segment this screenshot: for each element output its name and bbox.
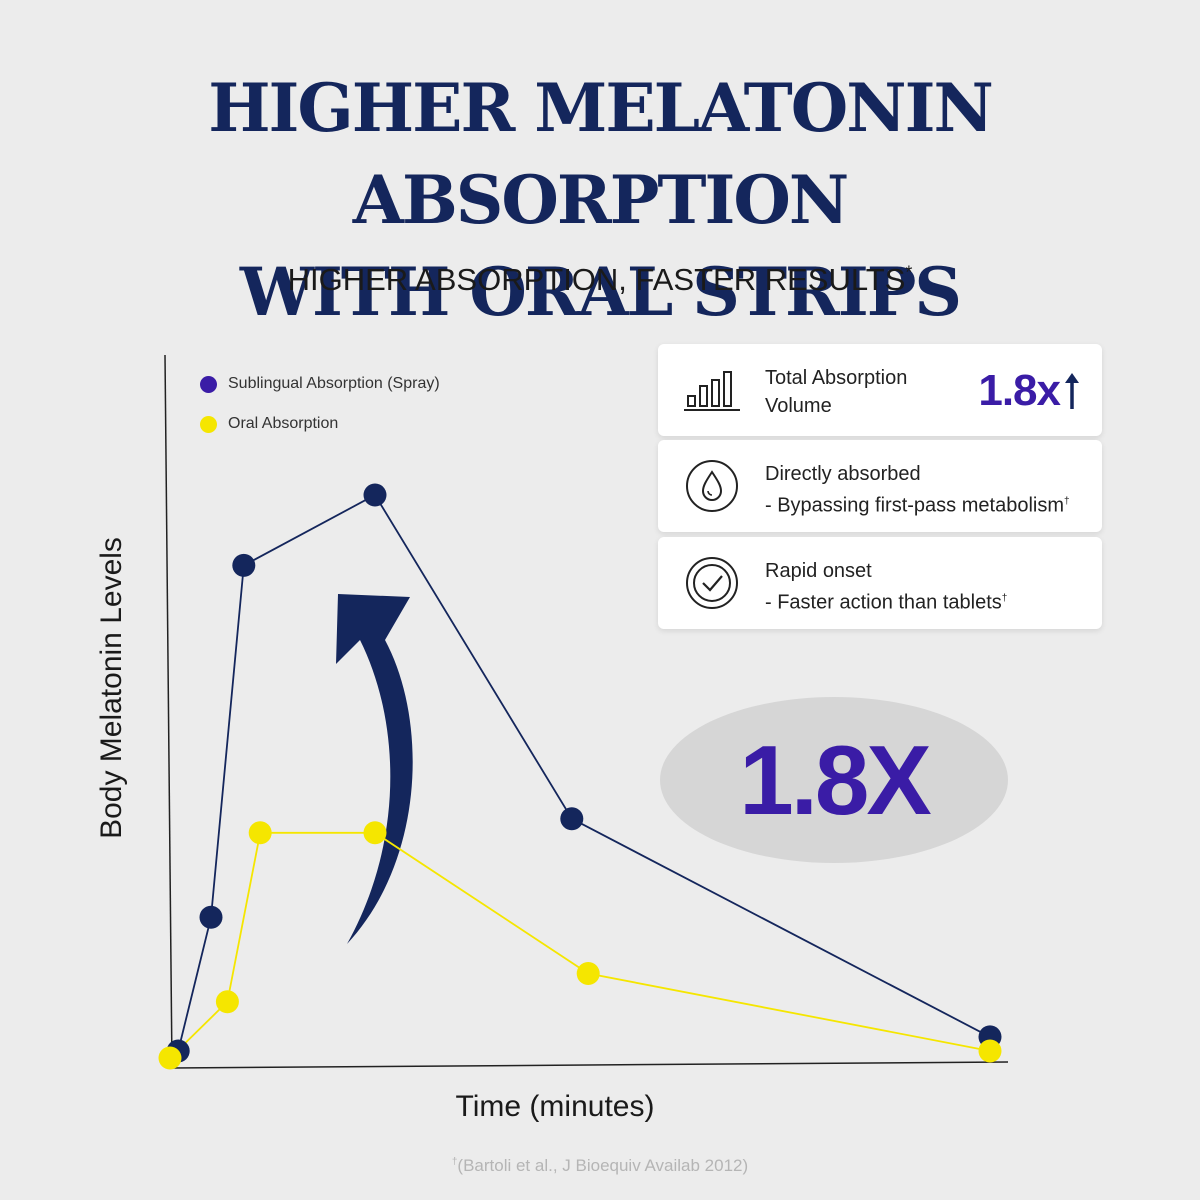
- card-total-absorption-value: 1.8x: [978, 366, 1080, 416]
- legend-swatch-sublingual: [200, 375, 217, 393]
- footnote-text: (Bartoli et al., J Bioequiv Availab 2012…: [457, 1156, 749, 1175]
- curved-arrow: [336, 594, 413, 944]
- legend-swatch-oral: [200, 415, 217, 433]
- card-total-absorption-text: Total Absorption Volume: [765, 364, 907, 420]
- card-total-absorption-line1: Total Absorption: [765, 367, 908, 389]
- page-subtitle: HIGHER ABSORPTION, FASTER RESULTS*: [0, 262, 1200, 298]
- data-point-oral-4: [576, 962, 600, 986]
- data-point-sublingual-4: [560, 807, 584, 831]
- legend-item-oral: Oral Absorption: [200, 415, 338, 433]
- bar-chart-icon: [684, 371, 740, 411]
- card-rapid-onset-mark: †: [1001, 593, 1008, 604]
- footnote-mark: †: [451, 1156, 458, 1168]
- card-directly-absorbed-line2-wrap: - Bypassing first-pass metabolism†: [765, 488, 1070, 520]
- data-point-oral-5: [978, 1039, 1002, 1063]
- card-rapid-onset-line2: - Faster action than tablets: [765, 591, 1002, 614]
- data-point-sublingual-3: [363, 483, 387, 507]
- card-total-absorption: Total Absorption Volume 1.8x: [658, 344, 1102, 436]
- data-point-oral-3: [363, 821, 387, 845]
- card-directly-absorbed: Directly absorbed - Bypassing first-pass…: [658, 440, 1102, 532]
- card-directly-absorbed-text: Directly absorbed - Bypassing first-pass…: [765, 460, 1070, 520]
- y-axis-line: [164, 354, 173, 1069]
- x-axis-label: Time (minutes): [455, 1090, 655, 1123]
- card-total-absorption-line2: Volume: [765, 395, 832, 417]
- card-rapid-onset-text: Rapid onset - Faster action than tablets…: [765, 557, 1007, 617]
- data-point-oral-0: [158, 1046, 182, 1070]
- title-line-1: HIGHER MELATONIN ABSORPTION: [208, 69, 994, 239]
- card-rapid-onset-line1: Rapid onset: [765, 560, 872, 582]
- legend-label-sublingual: Sublingual Absorption (Spray): [228, 375, 440, 392]
- footnote: †(Bartoli et al., J Bioequiv Availab 201…: [0, 1156, 1200, 1176]
- card-rapid-onset-line2-wrap: - Faster action than tablets†: [765, 585, 1007, 617]
- card-rapid-onset: Rapid onset - Faster action than tablets…: [658, 537, 1102, 629]
- arrow-up-icon: [1065, 373, 1079, 409]
- multiplier-badge-bg: [660, 697, 1008, 863]
- y-axis-label: Body Melatonin Levels: [95, 537, 128, 839]
- series-line-oral: [169, 831, 991, 1059]
- card-directly-absorbed-line1: Directly absorbed: [765, 463, 921, 485]
- card-directly-absorbed-mark: †: [1063, 496, 1070, 507]
- subtitle-mark: *: [905, 262, 913, 283]
- check-circle-icon: [686, 557, 738, 609]
- x-axis-line: [171, 1061, 1009, 1069]
- water-drop-icon: [686, 460, 738, 512]
- data-point-oral-2: [248, 821, 272, 845]
- multiplier-badge-text: 1.8X: [739, 724, 932, 835]
- data-point-sublingual-1: [199, 905, 223, 929]
- card-directly-absorbed-line2: - Bypassing first-pass metabolism: [765, 494, 1064, 517]
- legend-label-oral: Oral Absorption: [228, 415, 339, 432]
- title-line-2: WITH ORAL STRIPS: [239, 253, 962, 331]
- series-line-sublingual: [177, 493, 991, 1052]
- data-point-oral-1: [215, 990, 239, 1014]
- absorption-multiplier: 1.8x: [978, 366, 1061, 415]
- data-point-sublingual-2: [232, 553, 256, 577]
- legend-item-sublingual: Sublingual Absorption (Spray): [200, 375, 440, 393]
- page-title: HIGHER MELATONIN ABSORPTION WITH ORAL ST…: [0, 62, 1200, 338]
- subtitle-text: HIGHER ABSORPTION, FASTER RESULTS: [287, 262, 906, 297]
